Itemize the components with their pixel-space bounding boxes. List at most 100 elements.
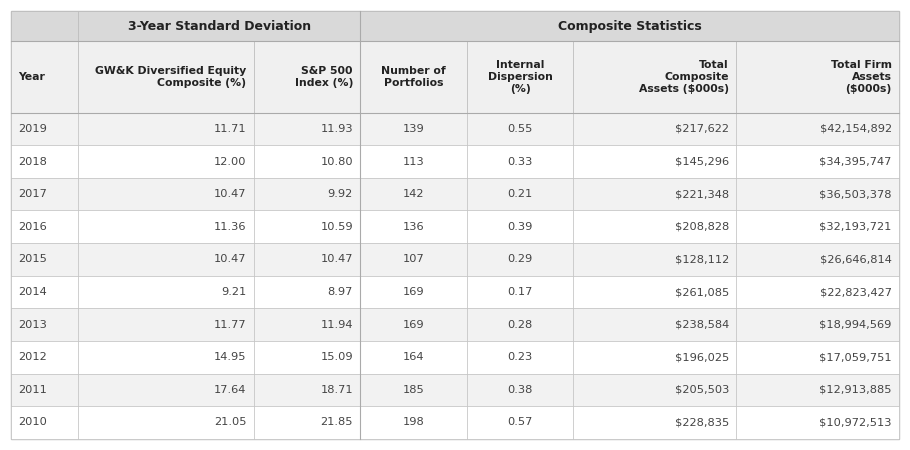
Text: 169: 169 — [403, 287, 424, 297]
Text: 10.47: 10.47 — [214, 189, 247, 199]
Bar — [573, 243, 736, 276]
Bar — [573, 112, 736, 145]
Bar — [573, 211, 736, 243]
Text: 0.55: 0.55 — [508, 124, 533, 134]
Bar — [736, 211, 899, 243]
Text: 2019: 2019 — [18, 124, 47, 134]
Bar — [736, 406, 899, 439]
Bar — [11, 145, 78, 178]
Text: Year: Year — [18, 72, 46, 82]
Bar — [736, 276, 899, 308]
Text: 10.59: 10.59 — [320, 222, 353, 232]
Bar — [78, 178, 254, 211]
Bar — [254, 41, 360, 112]
Text: $238,584: $238,584 — [674, 320, 729, 329]
Bar — [254, 145, 360, 178]
Bar — [254, 406, 360, 439]
Text: 136: 136 — [403, 222, 424, 232]
Text: 2010: 2010 — [18, 418, 47, 428]
Bar — [254, 341, 360, 374]
Text: 17.64: 17.64 — [214, 385, 247, 395]
Bar — [467, 112, 573, 145]
Bar — [254, 211, 360, 243]
Text: 10.47: 10.47 — [214, 254, 247, 265]
Text: $22,823,427: $22,823,427 — [820, 287, 892, 297]
Bar — [573, 178, 736, 211]
Bar — [573, 276, 736, 308]
Bar — [254, 243, 360, 276]
Text: 9.92: 9.92 — [328, 189, 353, 199]
Bar — [467, 308, 573, 341]
Bar — [360, 243, 467, 276]
Text: 18.71: 18.71 — [320, 385, 353, 395]
Bar — [360, 308, 467, 341]
Bar — [78, 145, 254, 178]
Text: 10.80: 10.80 — [320, 157, 353, 166]
Text: 2016: 2016 — [18, 222, 47, 232]
Text: 0.33: 0.33 — [508, 157, 533, 166]
Text: 2013: 2013 — [18, 320, 47, 329]
Bar — [360, 145, 467, 178]
Text: 0.38: 0.38 — [508, 385, 533, 395]
Bar — [11, 308, 78, 341]
Bar — [467, 406, 573, 439]
Bar — [11, 112, 78, 145]
Bar — [78, 112, 254, 145]
Text: 0.28: 0.28 — [508, 320, 532, 329]
Bar — [360, 11, 899, 41]
Text: 2017: 2017 — [18, 189, 47, 199]
Text: 12.00: 12.00 — [214, 157, 247, 166]
Text: $128,112: $128,112 — [674, 254, 729, 265]
Text: 2012: 2012 — [18, 352, 47, 362]
Text: 15.09: 15.09 — [320, 352, 353, 362]
Bar — [254, 178, 360, 211]
Text: $145,296: $145,296 — [675, 157, 729, 166]
Text: $34,395,747: $34,395,747 — [819, 157, 892, 166]
Bar — [78, 243, 254, 276]
Text: $221,348: $221,348 — [675, 189, 729, 199]
Bar — [360, 178, 467, 211]
Bar — [736, 112, 899, 145]
Text: $205,503: $205,503 — [674, 385, 729, 395]
Bar — [11, 178, 78, 211]
Bar — [11, 41, 78, 112]
Bar — [736, 178, 899, 211]
Text: 10.47: 10.47 — [320, 254, 353, 265]
Text: $17,059,751: $17,059,751 — [819, 352, 892, 362]
Text: 9.21: 9.21 — [221, 287, 247, 297]
Text: 2018: 2018 — [18, 157, 47, 166]
Text: 139: 139 — [403, 124, 424, 134]
Bar — [736, 374, 899, 406]
Text: 8.97: 8.97 — [328, 287, 353, 297]
Bar — [736, 41, 899, 112]
Text: Number of
Portfolios: Number of Portfolios — [381, 66, 446, 88]
Bar — [78, 41, 254, 112]
Text: 142: 142 — [403, 189, 424, 199]
Text: $18,994,569: $18,994,569 — [819, 320, 892, 329]
Bar — [360, 211, 467, 243]
Bar — [78, 308, 254, 341]
Text: 0.23: 0.23 — [508, 352, 532, 362]
Bar — [360, 341, 467, 374]
Text: $36,503,378: $36,503,378 — [819, 189, 892, 199]
Bar — [360, 276, 467, 308]
Text: $217,622: $217,622 — [675, 124, 729, 134]
Text: 0.29: 0.29 — [508, 254, 532, 265]
Bar — [11, 276, 78, 308]
Bar — [11, 243, 78, 276]
Bar — [467, 41, 573, 112]
Text: 11.77: 11.77 — [214, 320, 247, 329]
Text: $261,085: $261,085 — [674, 287, 729, 297]
Bar — [11, 211, 78, 243]
Text: 11.36: 11.36 — [214, 222, 247, 232]
Bar — [736, 308, 899, 341]
Text: 169: 169 — [403, 320, 424, 329]
Text: Composite Statistics: Composite Statistics — [558, 20, 702, 33]
Text: 11.71: 11.71 — [214, 124, 247, 134]
Bar — [467, 145, 573, 178]
Text: 107: 107 — [403, 254, 424, 265]
Text: 185: 185 — [403, 385, 424, 395]
Text: $32,193,721: $32,193,721 — [819, 222, 892, 232]
Bar — [573, 341, 736, 374]
Text: $12,913,885: $12,913,885 — [819, 385, 892, 395]
